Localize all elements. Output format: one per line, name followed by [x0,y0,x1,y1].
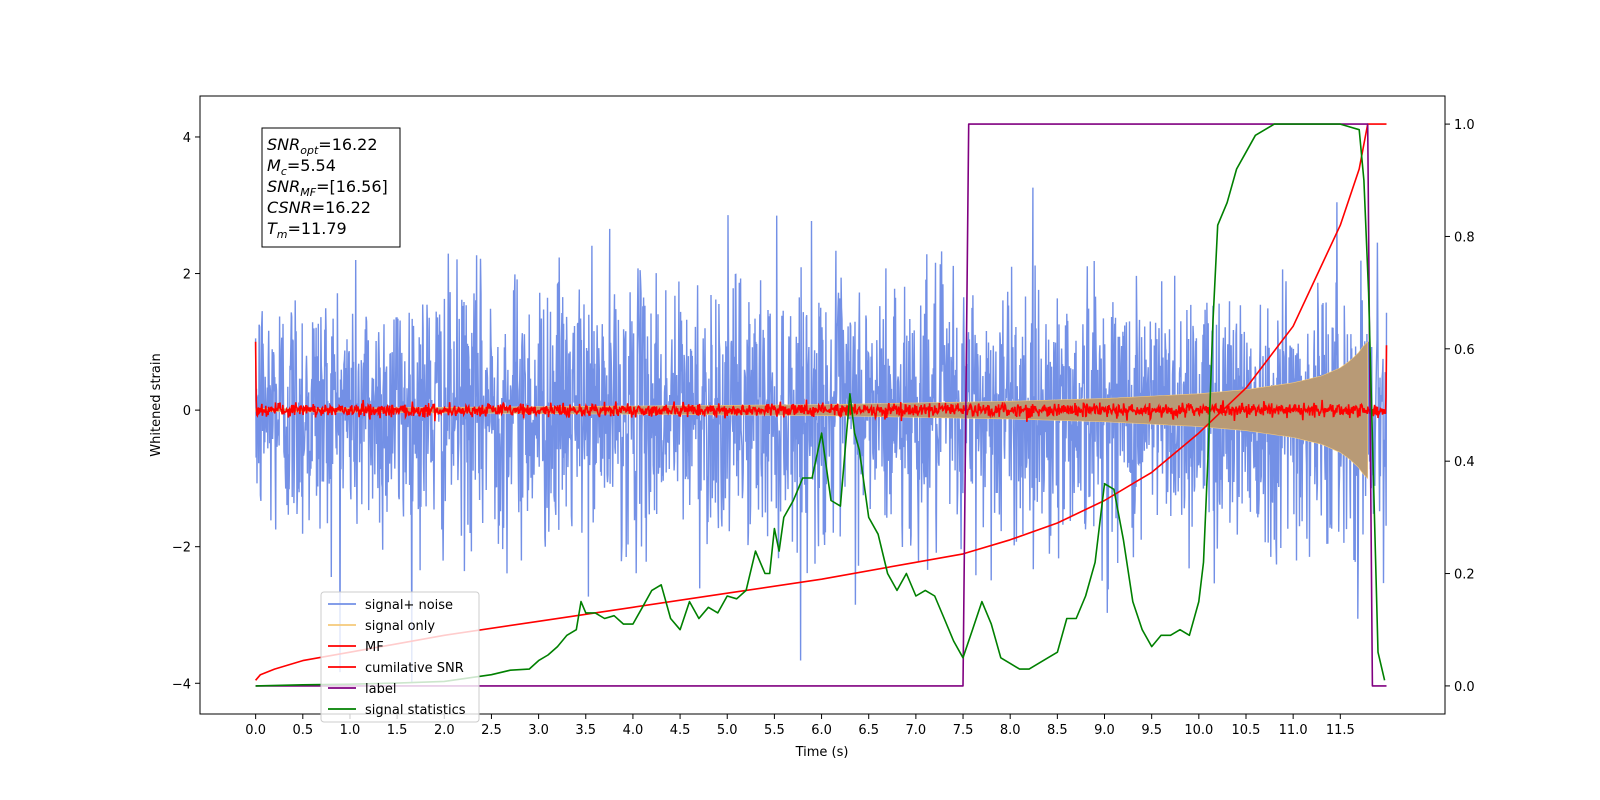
legend-entry-label: signal+ noise [365,598,453,613]
x-tick-label: 10.5 [1232,723,1261,738]
x-tick-label: 5.0 [717,723,738,738]
x-tick-label: 8.0 [1000,723,1021,738]
legend: signal+ noise signal only MF cumilative SNR… [320,591,480,723]
y-axis-right: 1.0 0.8 0.6 0.4 0.2 0.0 [1445,118,1475,695]
legend-entry-label: cumilative SNR [365,661,464,676]
y2-tick-label: 1.0 [1454,118,1475,133]
stats-line: SNRMF=[16.56] [267,177,388,199]
y2-tick-label: 0.8 [1454,230,1475,245]
x-tick-label: 8.5 [1047,723,1068,738]
x-tick-label: 0.5 [292,723,313,738]
x-tick-label: 0.0 [245,723,266,738]
y2-tick-label: 0.6 [1454,343,1475,358]
y-tick-label: −4 [172,677,191,692]
series-line-signal-noise [254,187,1388,683]
x-tick-label: 5.5 [764,723,785,738]
x-tick-label: 9.5 [1141,723,1162,738]
x-tick-label: 2.5 [481,723,502,738]
x-tick-label: 2.0 [434,723,455,738]
x-tick-label: 1.0 [340,723,361,738]
stats-line: Tm=11.79 [267,219,347,241]
x-tick-label: 1.5 [387,723,408,738]
stats-line: SNRopt=16.22 [267,135,378,157]
x-tick-label: 11.0 [1279,723,1308,738]
stats-line: CSNR=16.22 [267,198,371,217]
x-tick-label: 10.0 [1184,723,1213,738]
stats-box: SNRopt=16.22Mc=5.54SNRMF=[16.56]CSNR=16.… [261,127,401,248]
y2-tick-label: 0.4 [1454,455,1475,470]
x-tick-label: 11.5 [1326,723,1355,738]
y-tick-label: 4 [183,131,191,146]
y2-tick-label: 0.2 [1454,568,1475,583]
y-tick-label: 2 [183,268,191,283]
legend-entry-label: signal statistics [365,703,466,718]
y-tick-label: 0 [183,404,191,419]
legend-entry-label: MF [365,640,384,655]
x-axis-label: Time (s) [795,745,849,760]
series-line-mf [254,341,1388,423]
stats-line: Mc=5.54 [267,156,336,178]
x-tick-label: 3.0 [528,723,549,738]
legend-entry-label: label [365,682,396,697]
x-tick-label: 9.0 [1094,723,1115,738]
series-line-signal-statistics [255,123,1386,687]
y2-tick-label: 0.0 [1454,680,1475,695]
x-tick-label: 7.5 [953,723,974,738]
x-axis: 0.0 0.5 1.0 1.5 2.0 2.5 3.0 3.5 4.0 4.5 5.0 5.5 6.0 6… [245,714,1355,738]
legend-frame [320,591,480,723]
plot-frame [199,95,1446,715]
x-tick-label: 4.5 [670,723,691,738]
legend-entry-label: signal only [365,619,435,634]
y-axis-label: Whitened strain [149,353,164,456]
y-axis-left: 4 2 0 −2 −4 [172,131,200,692]
x-tick-label: 3.5 [575,723,596,738]
x-tick-label: 4.0 [623,723,644,738]
y-tick-label: −2 [172,541,191,556]
x-tick-label: 6.5 [858,723,879,738]
stats-box-frame [261,127,401,248]
x-tick-label: 6.0 [811,723,832,738]
x-tick-label: 7.0 [906,723,927,738]
series-line-label [255,123,1387,687]
